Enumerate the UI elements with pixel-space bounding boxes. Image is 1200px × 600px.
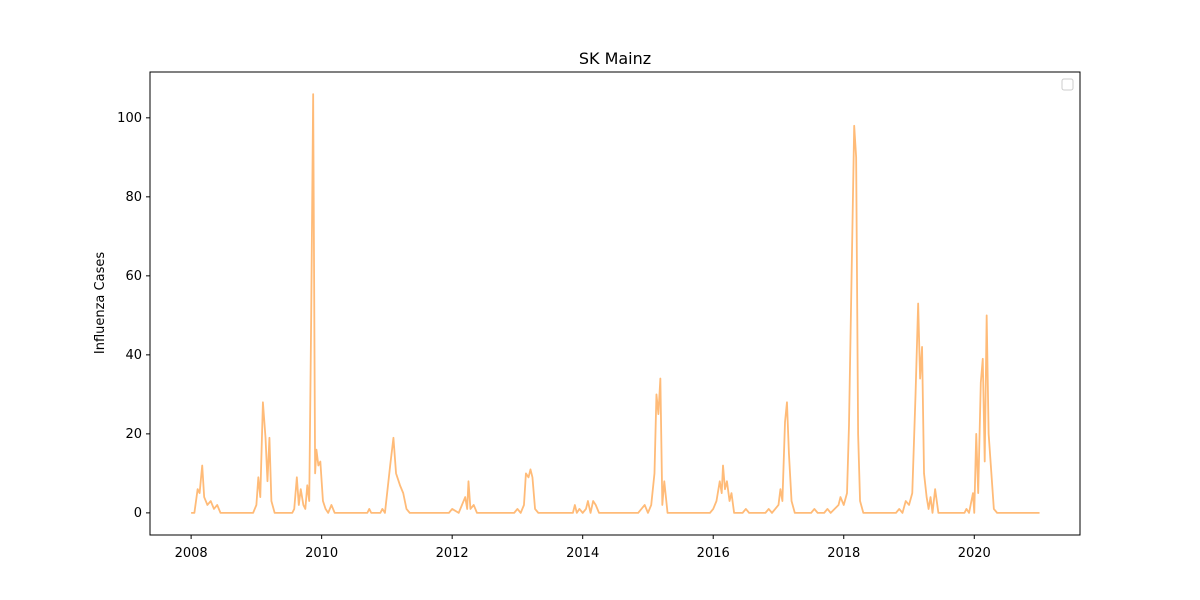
y-axis-label: Influenza Cases: [93, 252, 108, 354]
plot-frame: [149, 71, 1081, 536]
x-tick-label: 2012: [436, 546, 469, 561]
x-tick-label: 2014: [566, 546, 599, 561]
y-tick-label: 80: [125, 190, 142, 205]
x-tick-label: 2016: [697, 546, 730, 561]
x-tick-label: 2018: [827, 546, 860, 561]
x-tick-label: 2010: [305, 546, 338, 561]
x-tick-label: 2020: [958, 546, 991, 561]
y-tick-label: 60: [125, 269, 142, 284]
y-tick-label: 100: [117, 111, 142, 126]
legend-box: [1061, 78, 1074, 91]
y-tick-label: 40: [125, 348, 142, 363]
y-tick-label: 0: [134, 506, 142, 521]
data-line: [191, 93, 1040, 514]
x-tick-label: 2008: [175, 546, 208, 561]
chart-title: SK Mainz: [579, 49, 651, 68]
y-tick-label: 20: [125, 427, 142, 442]
